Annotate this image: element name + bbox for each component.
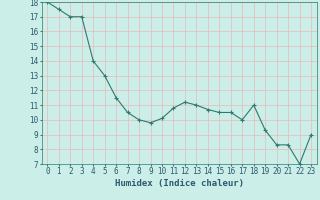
X-axis label: Humidex (Indice chaleur): Humidex (Indice chaleur) — [115, 179, 244, 188]
